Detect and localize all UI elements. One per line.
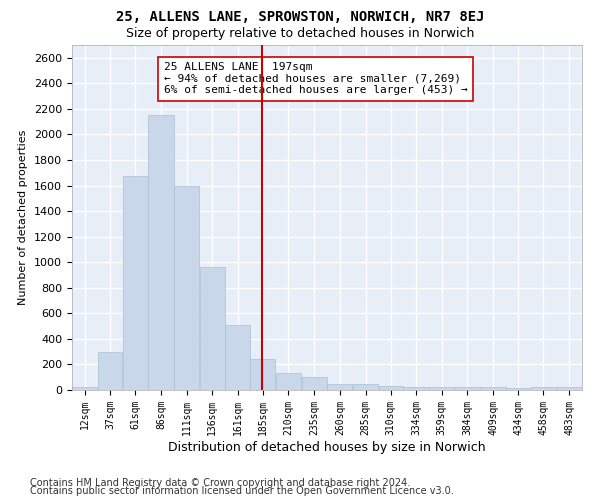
Bar (250, 360, 275, 390)
Bar (276, 374, 301, 390)
Bar (455, 388, 480, 390)
Text: Contains public sector information licensed under the Open Government Licence v3: Contains public sector information licen… (30, 486, 454, 496)
Text: 25, ALLENS LANE, SPROWSTON, NORWICH, NR7 8EJ: 25, ALLENS LANE, SPROWSTON, NORWICH, NR7… (116, 10, 484, 24)
Bar (327, 384, 352, 390)
Bar (174, 186, 199, 390)
Bar (481, 388, 506, 390)
Bar (379, 386, 403, 390)
Bar (531, 388, 556, 390)
Text: Contains HM Land Registry data © Crown copyright and database right 2024.: Contains HM Land Registry data © Crown c… (30, 478, 410, 488)
Bar (506, 388, 530, 390)
Text: 25 ALLENS LANE: 197sqm
← 94% of detached houses are smaller (7,269)
6% of semi-d: 25 ALLENS LANE: 197sqm ← 94% of detached… (164, 62, 467, 96)
Bar (429, 387, 454, 390)
Bar (72, 387, 97, 390)
Bar (226, 326, 250, 390)
Bar (200, 268, 225, 390)
Bar (122, 176, 148, 390)
Y-axis label: Number of detached properties: Number of detached properties (19, 130, 28, 305)
Bar (353, 384, 378, 390)
Bar (403, 387, 428, 390)
Text: Size of property relative to detached houses in Norwich: Size of property relative to detached ho… (126, 28, 474, 40)
Bar (557, 387, 582, 390)
Bar (98, 352, 122, 390)
X-axis label: Distribution of detached houses by size in Norwich: Distribution of detached houses by size … (168, 440, 486, 454)
Bar (148, 116, 173, 390)
Bar (302, 377, 327, 390)
